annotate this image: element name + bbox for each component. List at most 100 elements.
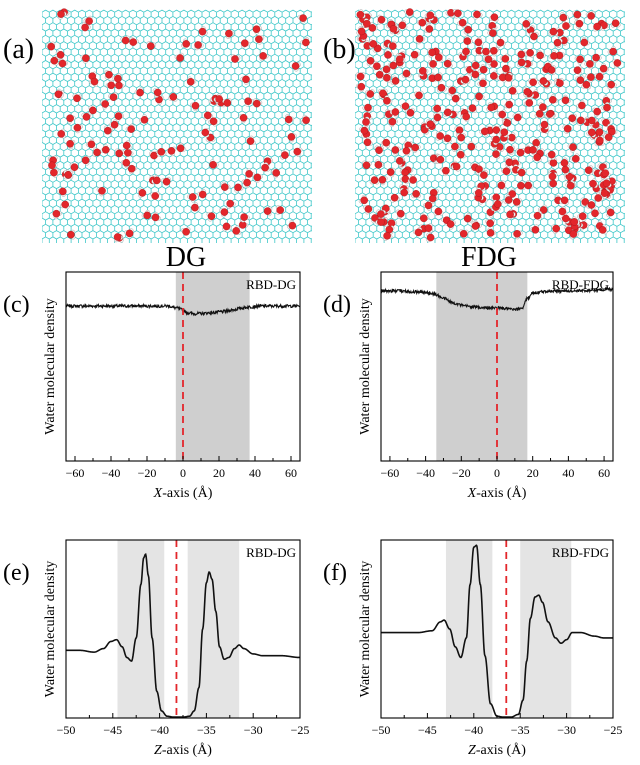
water-molecule [361, 18, 371, 28]
x-tick-label: −40 [150, 723, 169, 737]
water-molecule [287, 220, 297, 230]
water-molecule [395, 209, 405, 219]
water-molecule [573, 65, 583, 76]
water-molecule [359, 125, 369, 135]
water-molecule [562, 124, 572, 134]
water-molecule [570, 153, 580, 163]
water-molecule [66, 139, 76, 150]
water-molecule [280, 149, 289, 160]
water-molecule [226, 199, 236, 209]
water-molecule [601, 102, 611, 112]
water-molecule [577, 116, 587, 126]
water-molecule [401, 69, 412, 78]
x-tick-label: 0 [494, 466, 500, 480]
water-molecule [426, 232, 435, 243]
water-molecule [424, 23, 434, 33]
x-tick-label: 0 [180, 466, 186, 480]
water-molecule [443, 108, 453, 117]
water-molecule [375, 69, 385, 79]
water-molecule [446, 220, 456, 230]
chart-d: −60 −40 −20 0 20 40 60 X-axis (Å) Water molecula… [323, 271, 614, 501]
water-molecule [371, 214, 381, 224]
water-molecule [477, 77, 487, 88]
water-molecule [72, 93, 83, 103]
water-molecule [572, 10, 582, 21]
plot-frame [65, 539, 301, 719]
water-molecule [105, 79, 115, 90]
water-molecule [569, 230, 579, 240]
chart-e: −50 −45 −40 −35 −30 −25 Z-axis (Å) Water molecu… [3, 539, 309, 758]
water-molecule [610, 19, 621, 28]
water-molecule [601, 118, 612, 127]
x-tick-label: −20 [138, 466, 157, 480]
water-molecule [69, 162, 79, 173]
water-molecule [81, 22, 91, 32]
water-molecule [67, 229, 76, 240]
water-molecule [422, 201, 433, 211]
water-molecule [220, 181, 231, 191]
water-molecule [559, 196, 569, 206]
water-molecule [564, 172, 575, 182]
water-molecule [198, 26, 208, 36]
panel-letter-b: (b) [323, 34, 356, 65]
water-molecule [561, 165, 571, 175]
water-molecule [567, 143, 577, 153]
water-molecule [555, 51, 565, 62]
water-molecule [443, 58, 453, 68]
water-molecule [383, 73, 392, 83]
water-molecule [589, 178, 598, 188]
water-molecule [232, 225, 242, 235]
x-axis-label: Z-axis (Å) [154, 742, 212, 758]
water-molecule [395, 157, 406, 167]
shaded-region [187, 540, 240, 718]
water-molecule [482, 55, 493, 65]
water-molecule [356, 9, 366, 19]
water-molecule [475, 92, 485, 102]
water-molecule [412, 227, 423, 237]
water-molecule [57, 128, 66, 139]
water-molecule [356, 25, 366, 36]
water-molecule [447, 85, 457, 96]
water-molecule [241, 178, 251, 189]
water-molecule [497, 180, 506, 191]
water-molecule [513, 229, 523, 240]
water-molecule [125, 123, 135, 133]
water-molecule [205, 133, 216, 142]
water-molecule [300, 37, 310, 47]
y-axis-label: Water molecular density [358, 561, 373, 698]
water-molecule [603, 133, 613, 143]
x-tick-label: 60 [598, 466, 610, 480]
water-molecule [291, 62, 301, 72]
water-molecule [120, 35, 130, 45]
water-molecule [487, 21, 498, 31]
water-molecule [498, 128, 509, 138]
water-molecule [362, 103, 372, 113]
legend-label: RBD-FDG [552, 277, 609, 292]
water-molecule [435, 154, 445, 164]
water-molecule [209, 159, 219, 169]
snapshot-label-fdg: FDG [461, 242, 517, 273]
water-molecule [388, 117, 398, 128]
water-molecule [499, 53, 510, 63]
water-molecule [96, 186, 106, 197]
water-molecule [496, 109, 507, 119]
water-molecule [500, 166, 511, 175]
water-molecule [219, 208, 229, 218]
water-molecule [418, 67, 429, 77]
water-molecule [252, 25, 262, 35]
water-molecule [383, 95, 393, 105]
x-axis-unit: -axis (Å) [162, 742, 212, 758]
x-axis-variable: X [467, 486, 477, 501]
water-molecule [293, 147, 303, 157]
water-molecule [517, 58, 527, 68]
water-molecule [547, 171, 558, 181]
water-molecule [253, 173, 263, 183]
water-molecule [50, 55, 59, 66]
water-molecule [213, 93, 223, 103]
water-molecule [156, 147, 167, 157]
water-molecule [92, 147, 101, 157]
water-molecule [580, 37, 590, 47]
water-molecule [471, 60, 480, 70]
water-molecule [122, 140, 132, 150]
